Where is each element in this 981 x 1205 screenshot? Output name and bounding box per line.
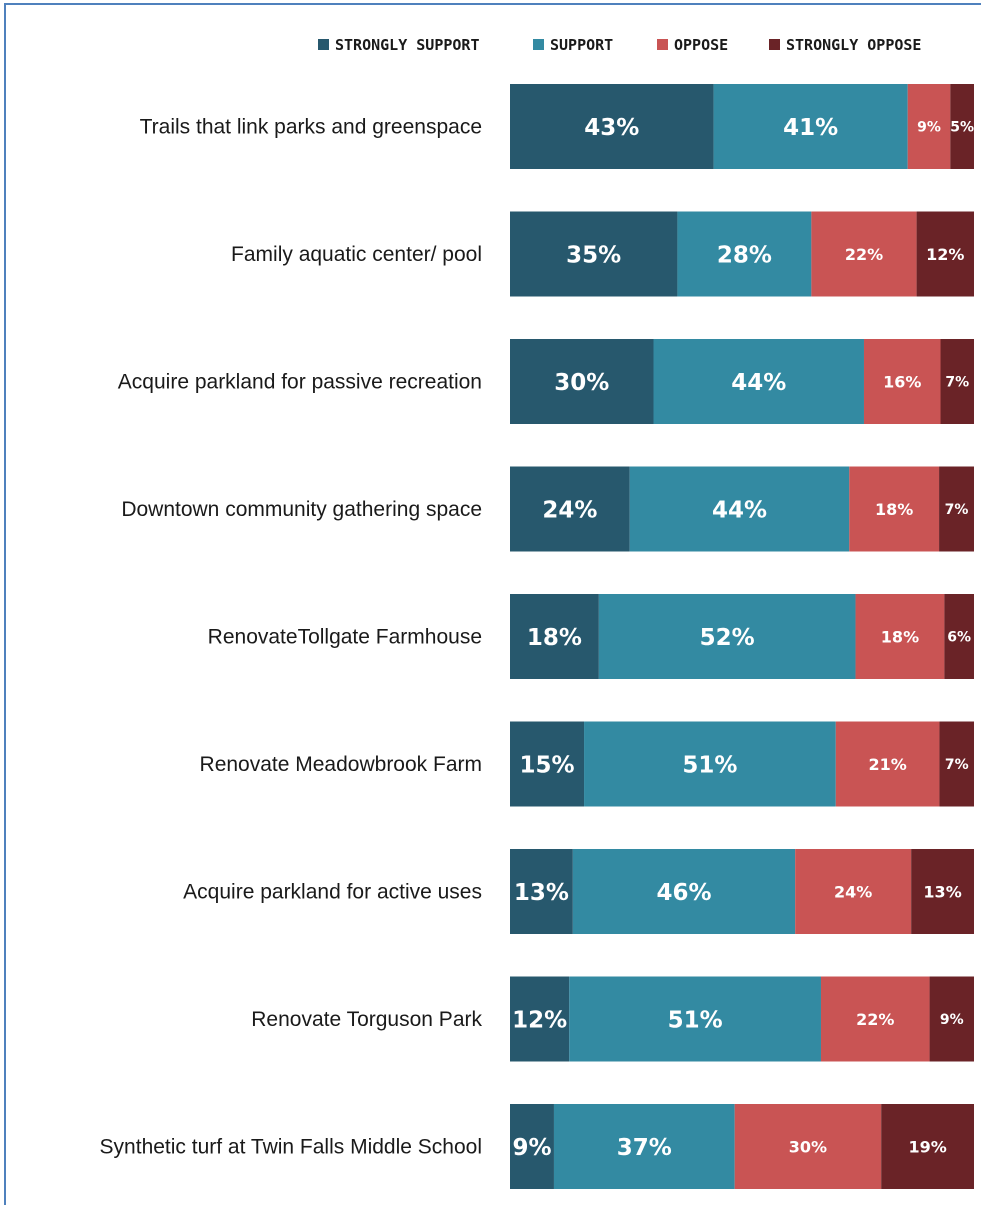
data-label: 16% (883, 372, 921, 391)
bar-segment (907, 84, 951, 169)
data-label: 7% (945, 757, 969, 773)
category-label: Acquire parkland for active uses (183, 881, 482, 904)
category-label: Downtown community gathering space (121, 498, 482, 521)
data-label: 30% (789, 1137, 827, 1156)
bar-area: 43% 41% 9% 5% 35% 28% 22% 12% 30% 44% 16% 7% 24% 44% 1… (510, 84, 974, 1189)
data-label: 12% (512, 1007, 567, 1033)
bar-segment (553, 1104, 735, 1189)
bar-segment (510, 594, 599, 679)
category-label: Renovate Meadowbrook Farm (200, 753, 482, 776)
bar-segment (916, 211, 974, 297)
data-label: 9% (512, 1135, 551, 1161)
frame-top-border (4, 3, 981, 5)
bar-segment (510, 849, 573, 934)
legend-label-4: STRONGLY OPPOSE (786, 36, 921, 54)
data-label: 52% (700, 625, 755, 651)
data-label: 6% (947, 630, 971, 646)
data-label: 28% (717, 242, 772, 268)
bar-segment (677, 211, 812, 297)
bar-segment (653, 339, 864, 424)
legend-swatch-3 (657, 39, 668, 50)
category-label: Family aquatic center/ pool (231, 243, 482, 266)
data-label: 30% (554, 370, 609, 396)
bar-segment (911, 849, 974, 934)
category-label: Trails that link parks and greenspace (140, 116, 482, 139)
bar-segment (510, 466, 630, 552)
chart-legend: STRONGLY SUPPORT SUPPORT OPPOSE STRONGLY OP… (318, 36, 921, 54)
bar-segment (795, 849, 912, 934)
bar-segment (734, 1104, 882, 1189)
frame-left-border (4, 3, 6, 1205)
data-label: 15% (519, 752, 574, 778)
data-label: 44% (712, 497, 767, 523)
bar-segment (939, 721, 974, 807)
legend-swatch-4 (769, 39, 780, 50)
bar-segment (510, 211, 678, 297)
bar-segment (713, 84, 908, 169)
category-label: RenovateTollgate Farmhouse (208, 626, 482, 649)
bar-segment (863, 339, 941, 424)
category-label: Renovate Torguson Park (251, 1008, 482, 1031)
bar-segment (584, 721, 836, 807)
data-label: 51% (668, 1007, 723, 1033)
data-label: 12% (926, 245, 964, 264)
data-label: 9% (917, 120, 941, 136)
bar-segment (510, 339, 654, 424)
category-labels: Trails that link parks and greenspace Fam… (100, 116, 483, 1159)
data-label: 5% (950, 120, 974, 136)
data-label: 43% (584, 115, 639, 141)
data-label: 13% (514, 880, 569, 906)
data-label: 37% (617, 1135, 672, 1161)
bar-segment (835, 721, 940, 807)
data-label: 18% (875, 500, 913, 519)
bar-segment (940, 339, 974, 424)
bar-segment (939, 466, 974, 552)
data-label: 18% (881, 627, 919, 646)
legend-label-1: STRONGLY SUPPORT (335, 36, 480, 54)
data-label: 51% (682, 752, 737, 778)
legend-label-2: SUPPORT (550, 36, 613, 54)
category-label: Synthetic turf at Twin Falls Middle Scho… (100, 1136, 482, 1159)
legend-label-3: OPPOSE (674, 36, 728, 54)
bar-segment (510, 721, 585, 807)
bar-segment (944, 594, 974, 679)
data-label: 21% (868, 755, 906, 774)
data-label: 44% (731, 370, 786, 396)
data-label: 22% (845, 245, 883, 264)
data-label: 19% (908, 1137, 946, 1156)
legend-swatch-1 (318, 39, 329, 50)
bar-segment (510, 84, 714, 169)
bar-segment (881, 1104, 974, 1189)
data-label: 41% (783, 115, 838, 141)
data-label: 13% (923, 882, 961, 901)
data-label: 7% (945, 502, 969, 518)
bar-segment (510, 976, 570, 1062)
data-label: 9% (940, 1012, 964, 1028)
category-label: Acquire parkland for passive recreation (118, 371, 482, 394)
data-label: 18% (527, 625, 582, 651)
bar-segment (950, 84, 974, 169)
data-label: 7% (945, 375, 969, 391)
bar-segment (820, 976, 930, 1062)
bar-segment (849, 466, 940, 552)
bar-segment (629, 466, 850, 552)
bar-segment (569, 976, 821, 1062)
bar-segment (811, 211, 917, 297)
data-label: 24% (834, 882, 872, 901)
data-label: 35% (566, 242, 621, 268)
bar-segment (929, 976, 974, 1062)
legend-swatch-2 (533, 39, 544, 50)
bar-segment (855, 594, 945, 679)
data-label: 24% (542, 497, 597, 523)
bar-segment (510, 1104, 554, 1189)
bar-segment (598, 594, 856, 679)
bar-segment (572, 849, 796, 934)
data-label: 22% (856, 1010, 894, 1029)
data-label: 46% (656, 880, 711, 906)
